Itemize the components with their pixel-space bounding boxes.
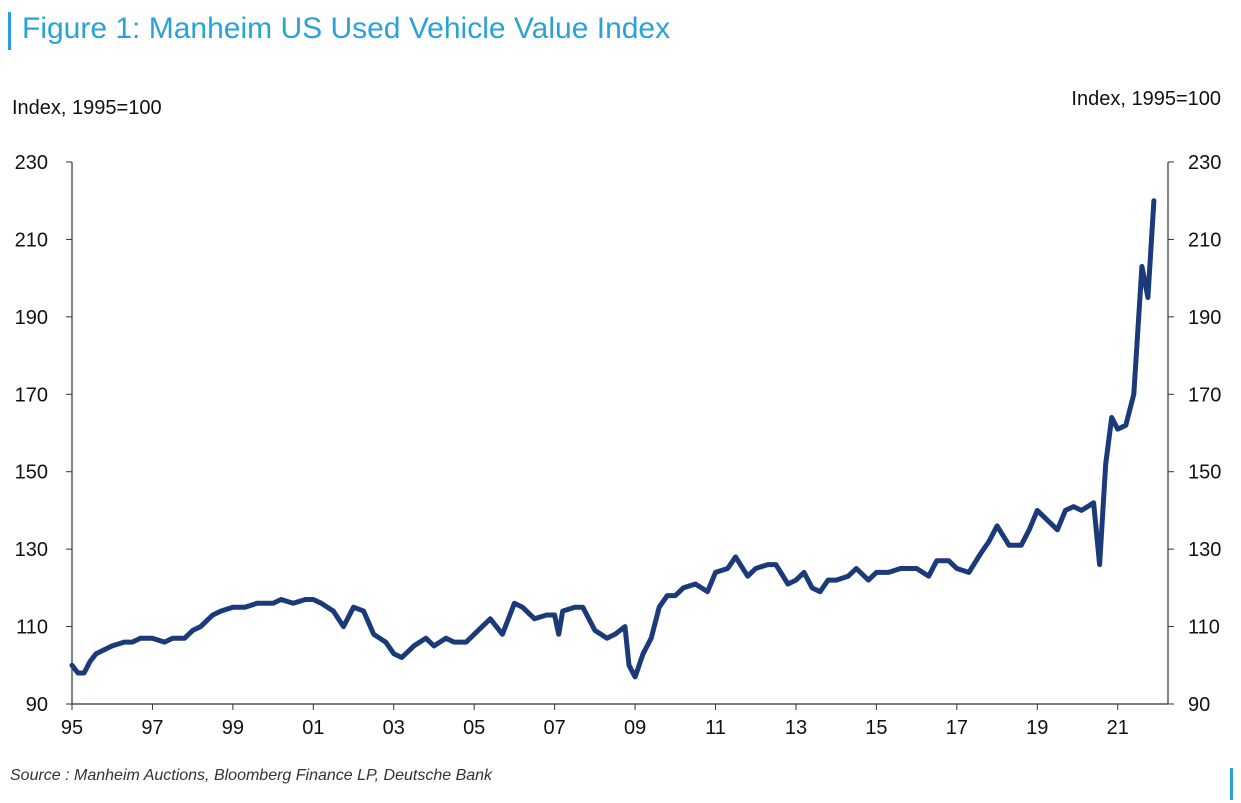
right-y-tick-label: 110 [1188,617,1220,639]
right-y-tick-label: 190 [1188,307,1221,329]
left-y-tick-label: 170 [15,384,48,406]
left-y-axis-ticks: 90 110 130 150 170 190 210 230 [15,152,72,716]
right-y-tick-label: 150 [1188,462,1221,484]
x-tick-label: 21 [1107,717,1129,739]
right-axis-unit-label: Index, 1995=100 [1071,88,1221,110]
x-tick-label: 99 [222,717,244,739]
right-y-tick-label: 90 [1188,694,1210,716]
right-y-tick-label: 210 [1188,229,1221,251]
x-tick-label: 09 [624,717,646,739]
right-y-tick-label: 130 [1188,539,1221,561]
x-tick-label: 07 [544,717,566,739]
left-y-tick-label: 130 [15,539,48,561]
corner-accent-bar [1230,768,1233,800]
x-tick-label: 05 [463,717,485,739]
right-y-tick-label: 170 [1188,384,1221,406]
x-tick-label: 01 [302,717,324,739]
x-tick-label: 97 [141,717,163,739]
chart-axes [71,162,1169,705]
right-y-axis-ticks: 90 110 130 150 170 190 210 230 [1168,152,1221,716]
x-tick-label: 19 [1026,717,1048,739]
x-tick-label: 17 [946,717,968,739]
x-tick-label: 11 [705,717,726,739]
left-axis-unit-label: Index, 1995=100 [12,97,162,119]
x-tick-label: 13 [785,717,807,739]
left-y-tick-label: 230 [15,152,48,174]
x-axis-ticks: 95 97 99 01 03 05 07 09 11 13 15 17 19 21 [61,704,1129,739]
chart-title: Figure 1: Manheim US Used Vehicle Value … [22,12,671,45]
left-y-tick-label: 90 [26,694,48,716]
source-note: Source : Manheim Auctions, Bloomberg Fin… [10,767,493,784]
left-y-tick-label: 210 [15,229,48,251]
left-y-tick-label: 190 [15,307,48,329]
x-tick-label: 15 [865,717,887,739]
title-accent-bar [8,12,11,50]
right-y-tick-label: 230 [1188,152,1221,174]
series-line [69,198,1157,680]
left-y-tick-label: 150 [15,462,48,484]
x-tick-label: 95 [61,717,83,739]
x-tick-label: 03 [383,717,405,739]
left-y-tick-label: 110 [16,617,48,639]
